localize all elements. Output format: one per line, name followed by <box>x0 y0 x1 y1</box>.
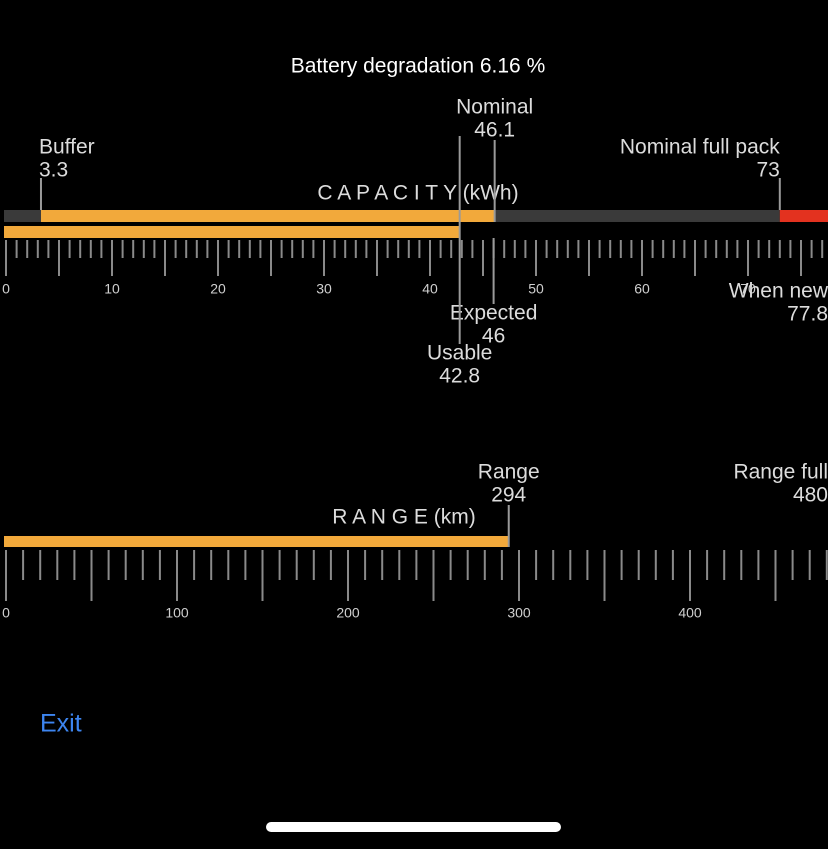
exit-button[interactable]: Exit <box>40 710 82 738</box>
marker-value: 480 <box>793 484 828 507</box>
tick-label: 100 <box>165 605 189 621</box>
marker-label: Nominal <box>456 96 533 119</box>
tick-label: 20 <box>210 281 226 297</box>
tick-label: 0 <box>2 605 10 621</box>
tick-label: 40 <box>422 281 438 297</box>
marker-value: 77.8 <box>787 303 828 326</box>
title: Battery degradation 6.16 % <box>291 55 546 78</box>
tick-label: 30 <box>316 281 332 297</box>
tick-label: 50 <box>528 281 544 297</box>
tick-label: 60 <box>634 281 650 297</box>
degradation-bar <box>779 210 828 222</box>
marker-value: 73 <box>756 159 779 182</box>
tick-label: 70 <box>740 281 756 297</box>
tick-label: 0 <box>2 281 10 297</box>
tick-label: 200 <box>336 605 360 621</box>
marker-label: Nominal full pack <box>620 136 780 159</box>
nominal-bar <box>40 210 495 222</box>
marker-label: Range <box>478 461 540 484</box>
marker-label: Expected <box>450 302 538 325</box>
marker-value: 42.8 <box>439 365 480 388</box>
marker-value: 294 <box>491 484 526 507</box>
tick-label: 10 <box>104 281 120 297</box>
marker-label: Range full <box>733 461 828 484</box>
usable-bar <box>4 226 460 238</box>
tick-label: 300 <box>507 605 531 621</box>
marker-label: Buffer <box>39 136 95 159</box>
capacity-axis-label: C A P A C I T Y (kWh) <box>317 182 518 205</box>
range-bar <box>4 536 509 547</box>
home-indicator <box>266 822 561 832</box>
marker-value: 46 <box>482 325 505 348</box>
marker-label: When new <box>729 280 828 303</box>
tick-label: 400 <box>678 605 702 621</box>
marker-value: 3.3 <box>39 159 68 182</box>
marker-value: 46.1 <box>474 119 515 142</box>
marker-label: Usable <box>427 342 492 365</box>
range-axis-label: R A N G E (km) <box>332 506 476 529</box>
